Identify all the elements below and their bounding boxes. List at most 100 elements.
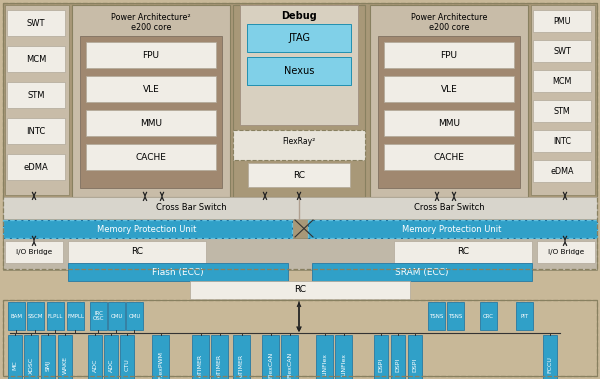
- Bar: [152, 335, 169, 379]
- Bar: [247, 57, 351, 85]
- Bar: [3, 3, 597, 269]
- Bar: [104, 335, 118, 379]
- Bar: [384, 110, 514, 136]
- Text: MMU: MMU: [438, 119, 460, 127]
- Bar: [391, 335, 405, 379]
- Bar: [67, 302, 84, 330]
- Bar: [384, 42, 514, 68]
- Bar: [516, 302, 533, 330]
- Text: LINFlex: LINFlex: [322, 354, 327, 376]
- Bar: [41, 335, 55, 379]
- Text: Power Architecture²: Power Architecture²: [111, 13, 191, 22]
- Text: eTIMER: eTIMER: [198, 354, 203, 377]
- Text: FMPLL: FMPLL: [67, 313, 84, 318]
- Text: CRC: CRC: [483, 313, 494, 318]
- Bar: [3, 220, 292, 238]
- Bar: [281, 335, 298, 379]
- Text: VLE: VLE: [143, 85, 160, 94]
- Bar: [533, 70, 591, 92]
- Text: PMU: PMU: [553, 17, 571, 25]
- Bar: [233, 130, 365, 160]
- Text: TSNS: TSNS: [448, 313, 463, 318]
- Text: DSPI: DSPI: [395, 358, 401, 372]
- Text: FlexPWM: FlexPWM: [158, 351, 163, 379]
- Text: PIT: PIT: [520, 313, 529, 318]
- Bar: [537, 241, 595, 263]
- Bar: [3, 197, 597, 219]
- Text: FlexRay²: FlexRay²: [283, 136, 316, 146]
- Bar: [533, 100, 591, 122]
- Bar: [24, 335, 38, 379]
- Text: ADC: ADC: [92, 358, 97, 372]
- Bar: [86, 110, 216, 136]
- Text: eTIMER: eTIMER: [217, 354, 222, 377]
- Text: I/O Bridge: I/O Bridge: [548, 249, 584, 255]
- Bar: [531, 5, 595, 195]
- Text: RC: RC: [294, 285, 306, 294]
- Bar: [3, 220, 292, 238]
- Bar: [27, 302, 44, 330]
- Bar: [543, 335, 557, 379]
- Bar: [480, 302, 497, 330]
- Bar: [262, 335, 279, 379]
- Text: STM: STM: [27, 91, 45, 100]
- Text: STM: STM: [554, 106, 571, 116]
- Bar: [47, 302, 64, 330]
- Text: Memory Protection Unit: Memory Protection Unit: [403, 224, 502, 233]
- Bar: [7, 154, 65, 180]
- Text: DSPI: DSPI: [379, 358, 383, 372]
- Bar: [533, 10, 591, 32]
- Bar: [3, 300, 597, 376]
- Text: JTAG: JTAG: [288, 33, 310, 43]
- Bar: [68, 241, 206, 263]
- Bar: [233, 335, 250, 379]
- Bar: [3, 3, 597, 269]
- Text: SWT: SWT: [553, 47, 571, 55]
- Text: Power Architecture: Power Architecture: [411, 13, 487, 22]
- Bar: [211, 335, 228, 379]
- Bar: [248, 163, 350, 187]
- Text: RC: RC: [293, 171, 305, 180]
- Bar: [86, 76, 216, 102]
- Bar: [533, 130, 591, 152]
- Bar: [308, 220, 597, 238]
- Text: Memory Protection Unit: Memory Protection Unit: [97, 224, 197, 233]
- Text: SWT: SWT: [27, 19, 45, 28]
- Text: SSCM: SSCM: [28, 313, 43, 318]
- Text: FlexCAN: FlexCAN: [268, 352, 273, 378]
- Text: LINFlex: LINFlex: [341, 354, 346, 376]
- Text: eDMA: eDMA: [23, 163, 49, 172]
- Bar: [312, 263, 532, 281]
- Text: VLE: VLE: [440, 85, 457, 94]
- Text: RC: RC: [131, 247, 143, 257]
- Bar: [370, 5, 528, 197]
- Text: IRC
OSC: IRC OSC: [93, 311, 104, 321]
- Bar: [384, 76, 514, 102]
- Bar: [233, 5, 365, 197]
- Bar: [190, 281, 410, 299]
- Text: I/O Bridge: I/O Bridge: [16, 249, 52, 255]
- Bar: [86, 42, 216, 68]
- Text: TSNS: TSNS: [430, 313, 443, 318]
- Bar: [86, 144, 216, 170]
- Bar: [316, 335, 333, 379]
- Text: CTU: CTU: [125, 359, 130, 371]
- Bar: [384, 144, 514, 170]
- Text: Nexus: Nexus: [284, 66, 314, 76]
- Bar: [447, 302, 464, 330]
- Bar: [5, 5, 69, 195]
- Bar: [3, 300, 597, 376]
- Text: MCM: MCM: [26, 55, 46, 64]
- Bar: [58, 335, 72, 379]
- Text: SRAM (ECC): SRAM (ECC): [395, 268, 449, 277]
- Text: DSPI: DSPI: [413, 358, 418, 372]
- Text: XOSC: XOSC: [29, 356, 34, 374]
- Text: FlexCAN: FlexCAN: [287, 352, 292, 378]
- Bar: [80, 36, 222, 188]
- Bar: [374, 335, 388, 379]
- Text: ADC: ADC: [109, 358, 113, 372]
- Bar: [378, 36, 520, 188]
- Text: CMU: CMU: [110, 313, 122, 318]
- Text: MCM: MCM: [553, 77, 572, 86]
- Text: CMU: CMU: [128, 313, 140, 318]
